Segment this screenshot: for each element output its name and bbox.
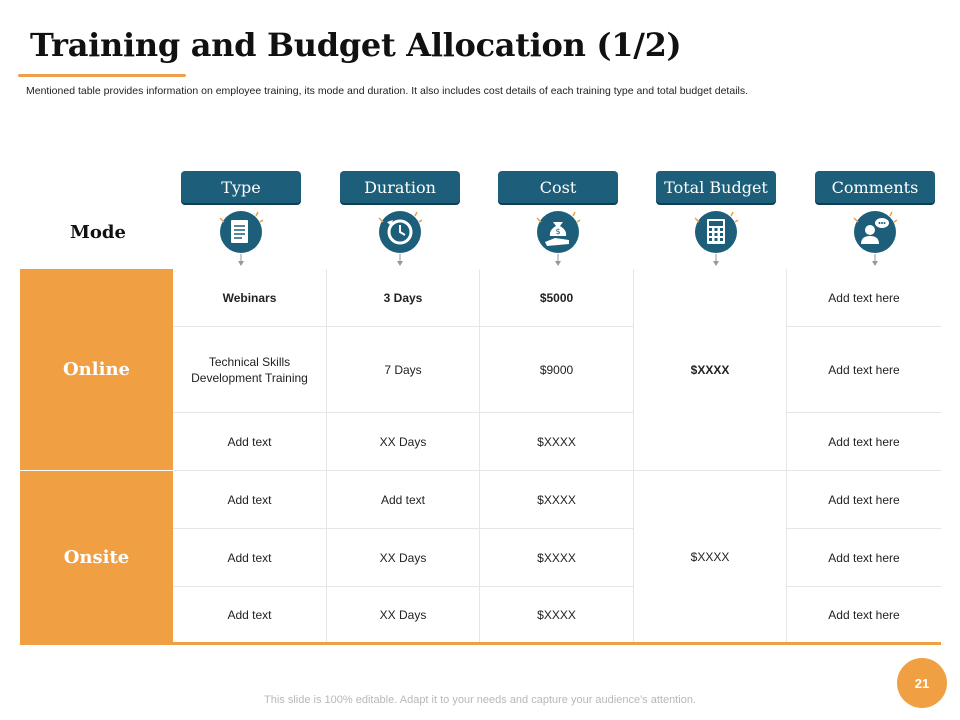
table-cell-type: Add text <box>173 529 327 587</box>
document-icon <box>216 208 266 268</box>
table-cell-cost: $5000 <box>480 269 634 327</box>
table-cell-comment: Add text here <box>787 529 941 587</box>
table-cell-comment: Add text here <box>787 471 941 529</box>
table-cell-duration: 3 Days <box>327 269 480 327</box>
clock-refresh-icon <box>375 208 425 268</box>
table-cell-cost: $9000 <box>480 327 634 413</box>
page-number: 21 <box>897 658 947 708</box>
training-table: Online Onsite Webinars 3 Days $5000 Add … <box>20 269 941 645</box>
table-cell-duration: XX Days <box>327 529 480 587</box>
table-cell-cost: $XXXX <box>480 529 634 587</box>
mode-label: Mode <box>70 222 126 243</box>
table-cell-comment: Add text here <box>787 327 941 413</box>
table-cell-type: Technical Skills Development Training <box>173 327 327 413</box>
table-bottom-border <box>20 642 941 645</box>
table-cell-type: Add text <box>173 413 327 471</box>
column-header-cost: Cost <box>498 171 618 203</box>
column-header-duration: Duration <box>340 171 460 203</box>
table-cell-duration: XX Days <box>327 587 480 642</box>
group-onsite: Onsite <box>20 471 173 644</box>
table-cell-duration: 7 Days <box>327 327 480 413</box>
table-cell-comment: Add text here <box>787 413 941 471</box>
calculator-icon <box>691 208 741 268</box>
money-bag-hand-icon: $ <box>533 208 583 268</box>
column-header-total-budget: Total Budget <box>656 171 776 203</box>
table-cell-type: Add text <box>173 587 327 642</box>
column-header-type: Type <box>181 171 301 203</box>
footer-note: This slide is 100% editable. Adapt it to… <box>264 694 696 706</box>
table-cell-total-budget: $XXXX <box>634 471 787 642</box>
table-cell-duration: XX Days <box>327 413 480 471</box>
table-cell-duration: Add text <box>327 471 480 529</box>
title-underline <box>18 74 186 77</box>
page-subtitle: Mentioned table provides information on … <box>26 85 749 97</box>
svg-text:$: $ <box>555 227 560 236</box>
table-cell-cost: $XXXX <box>480 587 634 642</box>
table-cell-cost: $XXXX <box>480 471 634 529</box>
table-cell-comment: Add text here <box>828 607 900 622</box>
user-chat-icon <box>850 208 900 268</box>
table-cell-type: Webinars <box>173 269 327 327</box>
column-header-comments: Comments <box>815 171 935 203</box>
page-title: Training and Budget Allocation (1/2) <box>30 26 682 64</box>
group-online: Online <box>20 269 173 471</box>
table-cell-cost: $XXXX <box>480 413 634 471</box>
table-cell-total-budget: $XXXX <box>634 269 787 471</box>
table-cell-type: Add text <box>173 471 327 529</box>
table-cell-comment: Add text here <box>787 269 941 327</box>
